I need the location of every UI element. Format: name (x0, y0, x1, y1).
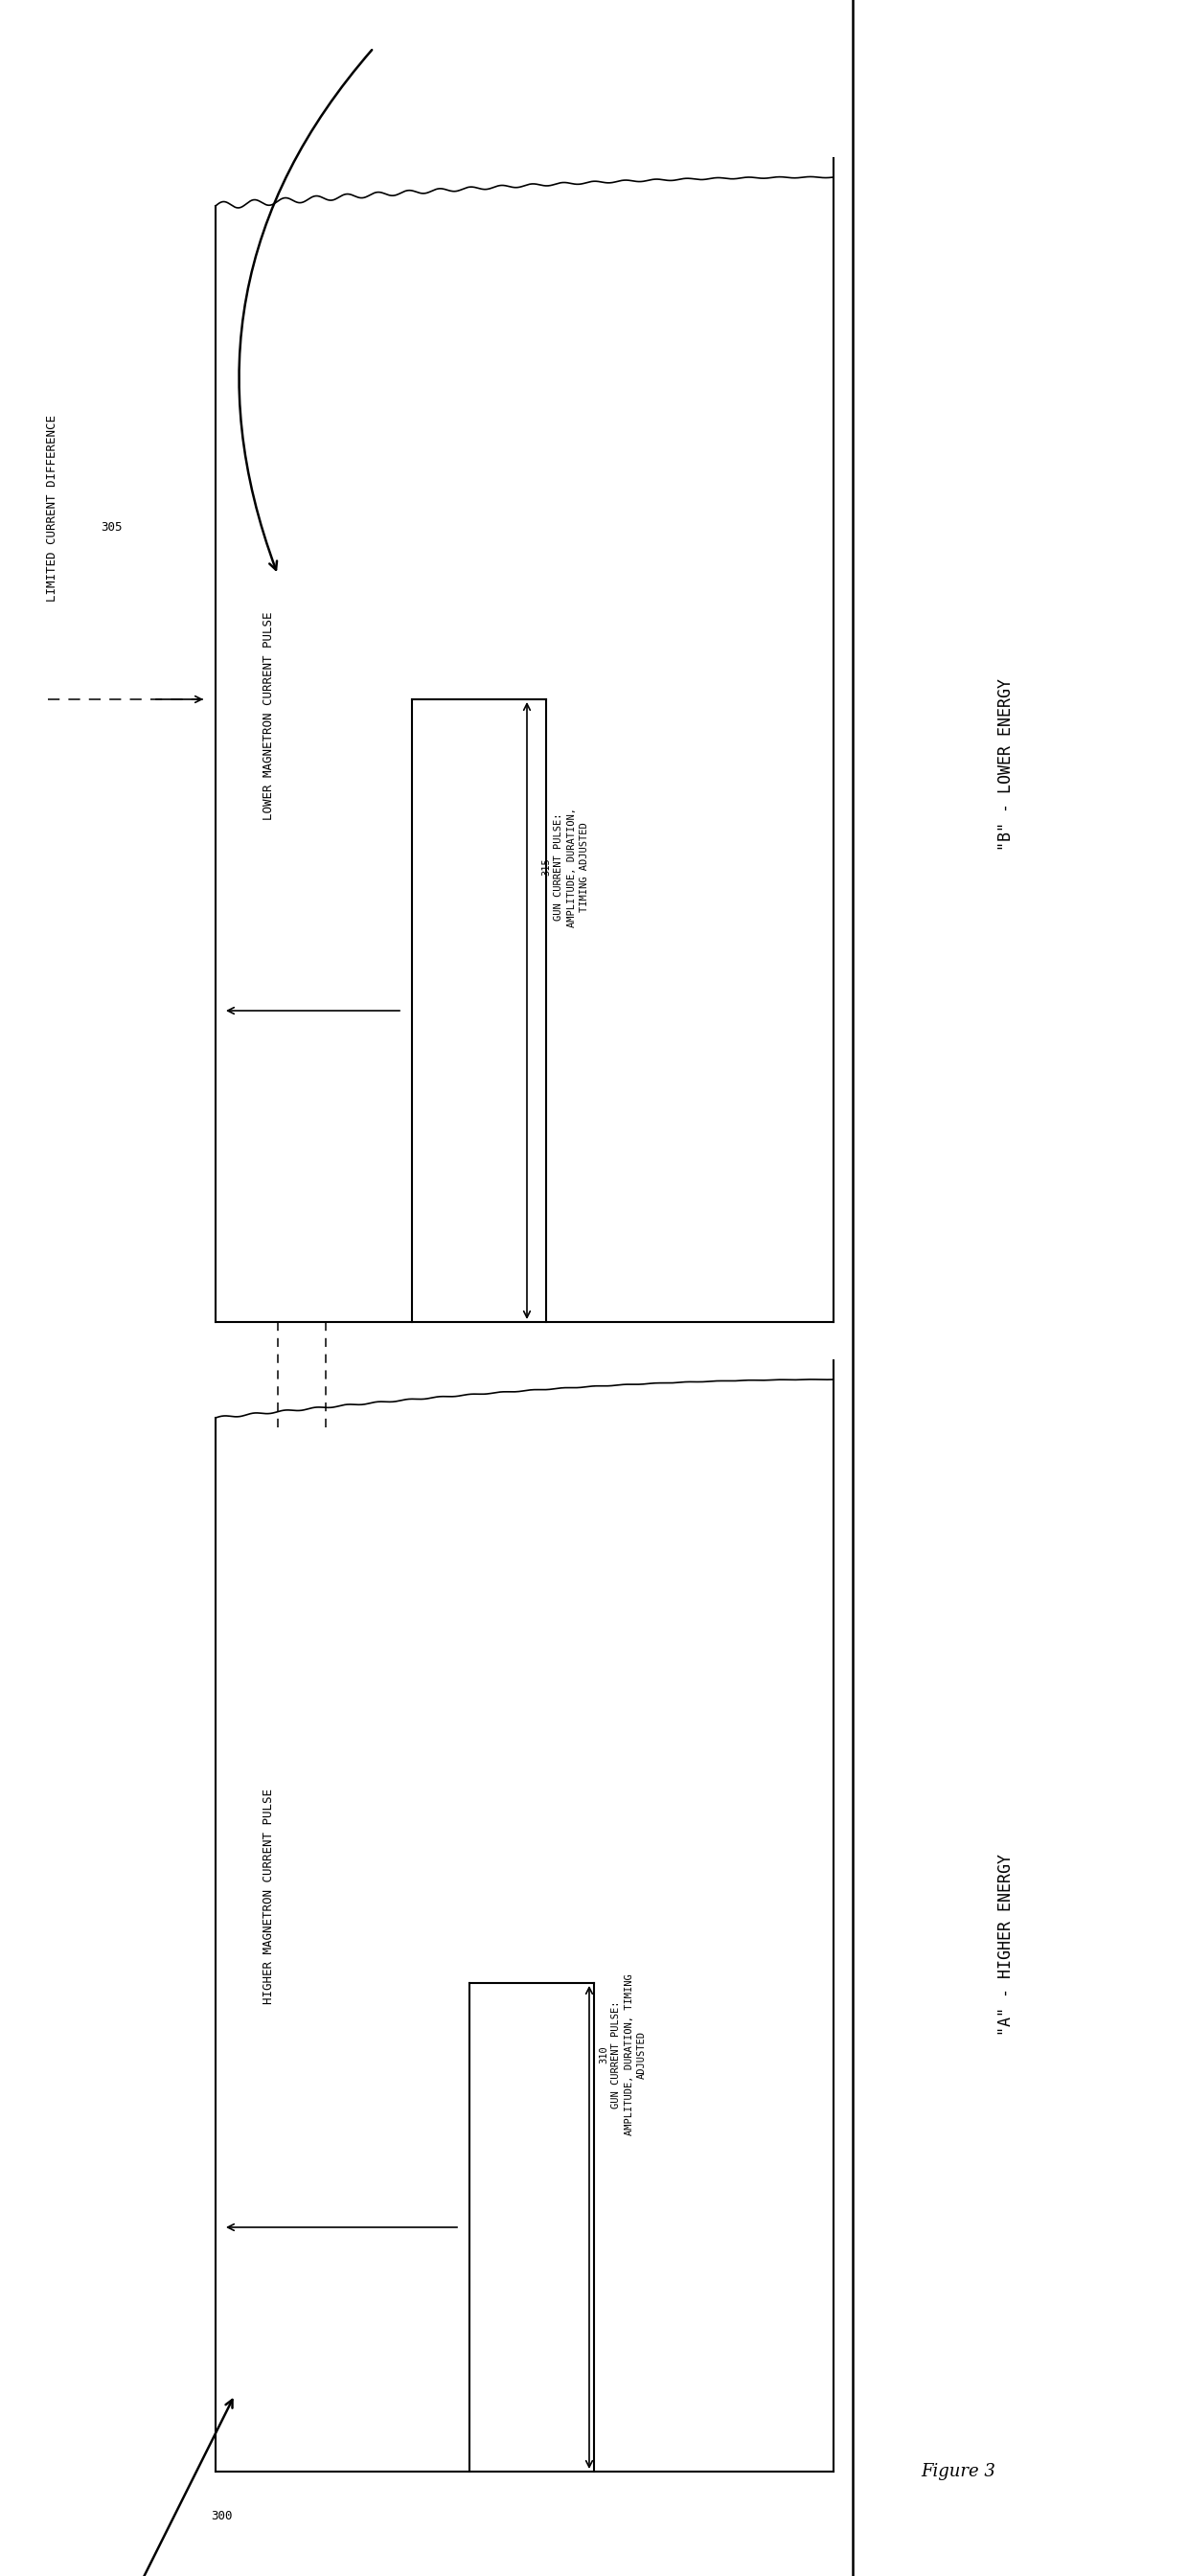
Text: LOWER MAGNETRON CURRENT PULSE: LOWER MAGNETRON CURRENT PULSE (263, 613, 274, 819)
Text: Figure 3: Figure 3 (921, 2463, 996, 2481)
Text: LIMITED CURRENT DIFFERENCE: LIMITED CURRENT DIFFERENCE (46, 415, 59, 600)
Text: 315
GUN CURRENT PULSE:
AMPLITUDE, DURATION,
TIMING ADJUSTED: 315 GUN CURRENT PULSE: AMPLITUDE, DURATI… (542, 806, 589, 927)
Text: "A" - HIGHER ENERGY: "A" - HIGHER ENERGY (998, 1855, 1015, 2035)
Text: "B" - LOWER ENERGY: "B" - LOWER ENERGY (998, 677, 1015, 850)
Text: 310
GUN CURRENT PULSE:
AMPLITUDE, DURATION, TIMING
ADJUSTED: 310 GUN CURRENT PULSE: AMPLITUDE, DURATI… (599, 1973, 646, 2136)
Text: 305: 305 (101, 520, 122, 533)
Text: HIGHER MAGNETRON CURRENT PULSE: HIGHER MAGNETRON CURRENT PULSE (263, 1788, 274, 2004)
Text: 300: 300 (210, 2509, 233, 2522)
